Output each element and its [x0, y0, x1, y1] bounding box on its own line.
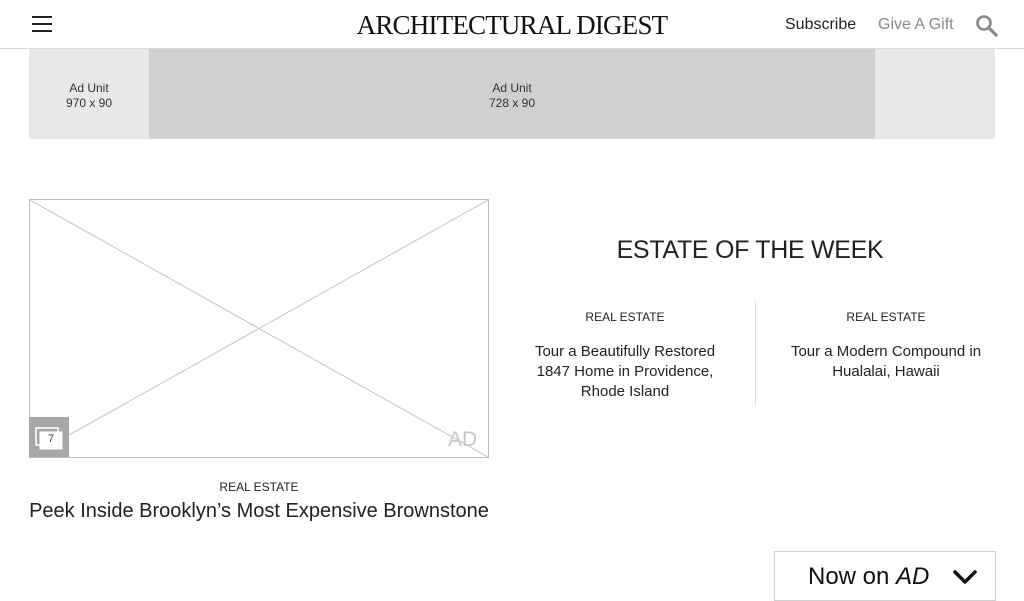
search-icon[interactable] — [975, 14, 999, 38]
site-header: ARCHITECTURAL DIGEST Subscribe Give A Gi… — [0, 0, 1024, 49]
estate-card-1-kicker[interactable]: REAL ESTATE — [585, 310, 665, 324]
site-logo[interactable]: ARCHITECTURAL DIGEST — [356, 10, 669, 40]
now-on-prefix: Now on — [808, 563, 890, 590]
feature-image-placeholder[interactable] — [29, 199, 489, 458]
gallery-icon — [35, 427, 63, 450]
feature-title[interactable]: Peek Inside Brooklyn’s Most Expensive Br… — [29, 500, 489, 522]
card-divider — [755, 301, 756, 405]
now-on-label: Now on AD — [808, 563, 929, 591]
image-placeholder-cross — [30, 200, 488, 457]
now-on-brand: AD — [896, 563, 930, 590]
gallery-count-badge[interactable]: 7 — [29, 417, 69, 457]
ad-unit-size: 970 x 90 — [65, 96, 113, 110]
hamburger-menu-icon[interactable] — [32, 16, 52, 34]
ad-unit-728x90[interactable] — [149, 49, 875, 139]
estate-card-1-title[interactable]: Tour a Beautifully Restored 1847 Home in… — [534, 343, 716, 400]
ad-unit-title: Ad Unit — [69, 81, 109, 95]
estate-card-2-kicker[interactable]: REAL ESTATE — [846, 310, 926, 324]
ad-unit-728-label: Ad Unit 728 x 90 — [149, 81, 875, 111]
estate-of-week-heading: ESTATE OF THE WEEK — [616, 236, 884, 264]
feature-kicker[interactable]: REAL ESTATE — [219, 480, 299, 494]
ad-unit-970-label: Ad Unit 970 x 90 — [29, 81, 149, 111]
ad-unit-title: Ad Unit — [492, 81, 532, 95]
subscribe-link[interactable]: Subscribe — [785, 16, 857, 33]
give-a-gift-link[interactable]: Give A Gift — [878, 16, 954, 33]
estate-card-2-title[interactable]: Tour a Modern Compound in Hualalai, Hawa… — [790, 343, 982, 380]
now-on-ad-dropdown[interactable]: Now on AD — [774, 551, 996, 601]
gallery-count: 7 — [47, 433, 55, 445]
ad-unit-size: 728 x 90 — [488, 96, 536, 110]
ad-watermark: AD — [448, 428, 478, 451]
chevron-down-icon — [953, 570, 977, 584]
